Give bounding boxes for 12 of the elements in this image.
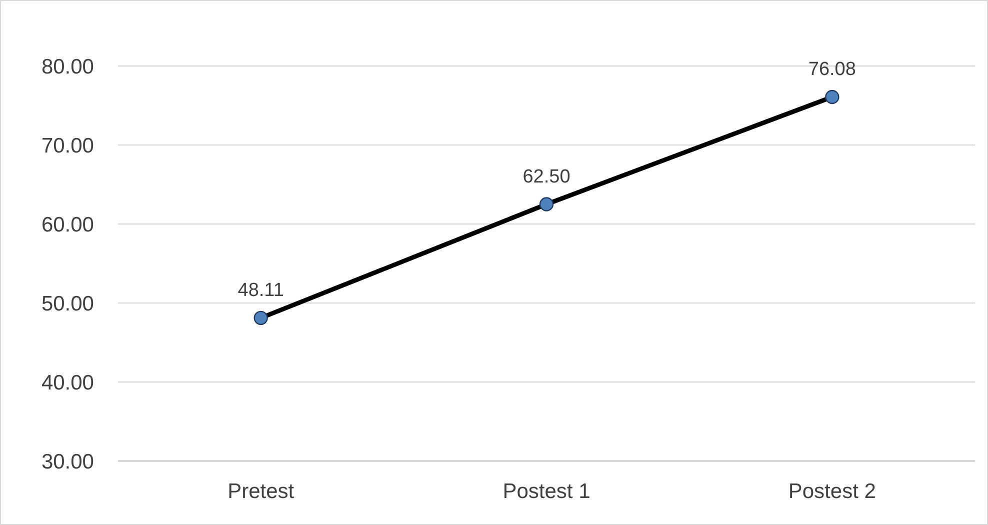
y-tick-label: 40.00 — [41, 371, 94, 394]
data-label: 76.08 — [808, 58, 856, 80]
x-tick-label: Pretest — [228, 480, 294, 503]
y-tick-label: 70.00 — [41, 134, 94, 158]
data-label: 48.11 — [238, 280, 284, 301]
y-tick-label: 60.00 — [41, 213, 94, 236]
x-tick-label: Postest 1 — [502, 480, 590, 503]
y-tick-label: 30.00 — [41, 450, 94, 474]
y-tick-label: 80.00 — [41, 55, 94, 78]
data-label: 62.50 — [522, 166, 570, 188]
x-tick-label: Postest 2 — [788, 480, 876, 503]
y-tick-label: 50.00 — [41, 292, 94, 316]
